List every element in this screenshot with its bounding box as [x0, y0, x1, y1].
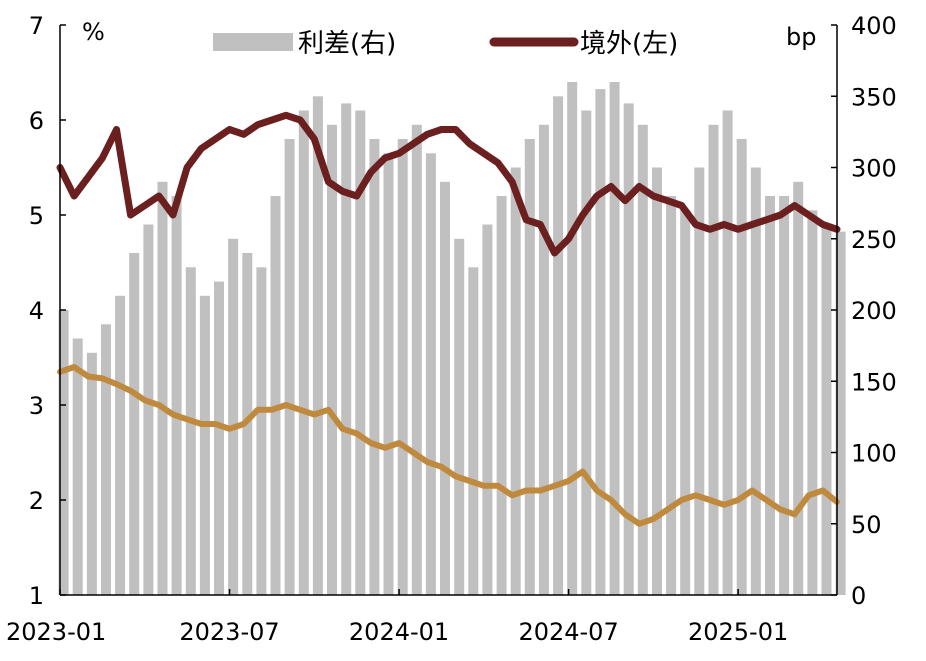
x-tick-label: 2024-07 [518, 618, 618, 646]
spread-bar [454, 238, 465, 596]
offshore-line [56, 111, 841, 257]
spread-bar [143, 224, 154, 595]
spread-bar [680, 210, 691, 596]
spread-bar [185, 267, 196, 596]
legend-label-offshore: 境外(左) [580, 29, 678, 59]
chart-lines [56, 111, 841, 527]
right-tick-label: 350 [851, 83, 897, 111]
spread-bar [425, 153, 436, 596]
spread-bar [694, 167, 705, 595]
spread-bar [397, 139, 408, 595]
right-tick-label: 150 [851, 368, 897, 396]
spread-bar [256, 267, 267, 596]
left-tick-label: 6 [29, 107, 44, 135]
spread-bar [440, 181, 450, 596]
spread-bar [736, 139, 747, 595]
right-tick-label: 100 [851, 440, 897, 468]
spread-bar [609, 82, 620, 595]
spread-bar [538, 124, 549, 596]
left-tick-label: 5 [29, 202, 44, 230]
spread-bar [411, 124, 422, 596]
right-tick-label: 200 [851, 297, 897, 325]
spread-bar [468, 267, 479, 596]
spread-bar [765, 196, 775, 595]
spread-bar [567, 82, 578, 595]
spread-bar [312, 96, 323, 596]
spread-bar [510, 167, 521, 595]
spread-bar [86, 352, 97, 596]
spread-bar [793, 181, 804, 596]
spread-bar [101, 324, 111, 596]
spread-bar [72, 338, 83, 595]
right-tick-label: 0 [851, 582, 866, 610]
spread-bar [58, 310, 69, 595]
spread-bar [779, 196, 790, 595]
spread-bar [284, 139, 295, 595]
legend-bar-swatch [213, 33, 293, 51]
spread-bar [482, 224, 493, 595]
spread-bar [581, 110, 592, 595]
spread-bar [199, 295, 210, 596]
spread-bar [270, 196, 281, 595]
x-tick-label: 2025-01 [688, 618, 788, 646]
spread-bar [652, 167, 662, 595]
left-tick-label: 2 [29, 487, 44, 515]
spread-bar [214, 281, 224, 595]
spread-bar [595, 89, 606, 595]
spread-bar [129, 253, 140, 595]
spread-bar [496, 196, 507, 595]
spread-bar [171, 196, 182, 595]
spread-bar [708, 124, 719, 596]
left-axis-unit: % [82, 18, 105, 46]
spread-bar [341, 103, 352, 596]
right-axis-unit: bp [786, 23, 816, 51]
spread-bar [722, 110, 733, 595]
spread-bar [821, 224, 832, 595]
spread-bar [115, 295, 126, 596]
spread-bar [807, 210, 818, 596]
spread-bar [369, 139, 380, 595]
spread-bar [228, 238, 239, 596]
spread-bar [623, 103, 634, 596]
axis-ticks: 1 2 3 4 5 6 7 0 50 100 150 200 250 300 350 400 2023-01 20… [6, 12, 897, 646]
spread-bar [383, 153, 394, 596]
spread-bar [637, 124, 648, 596]
spread-bar [524, 139, 535, 595]
legend-label-spread: 利差(右) [298, 29, 396, 59]
legend: 利差(右) 境外(左) [213, 29, 678, 59]
spread-bar [553, 96, 564, 596]
right-tick-label: 250 [851, 226, 897, 254]
right-tick-label: 50 [851, 511, 882, 539]
right-tick-label: 300 [851, 155, 897, 183]
x-tick-label: 2023-01 [6, 618, 106, 646]
right-tick-label: 400 [851, 12, 897, 40]
spread-bar [327, 124, 337, 596]
x-tick-label: 2023-07 [179, 618, 279, 646]
spread-bar [666, 196, 677, 595]
spread-bar [835, 231, 846, 595]
spread-bar [157, 181, 168, 596]
spread-bars [58, 82, 846, 596]
left-tick-label: 1 [29, 582, 44, 610]
onshore-line [57, 364, 840, 527]
left-tick-label: 3 [29, 392, 44, 420]
spread-bar [298, 110, 309, 595]
left-tick-label: 4 [29, 297, 44, 325]
spread-bar [750, 167, 761, 595]
spread-bar [355, 110, 366, 595]
left-tick-label: 7 [29, 12, 44, 40]
x-tick-label: 2024-01 [349, 618, 449, 646]
